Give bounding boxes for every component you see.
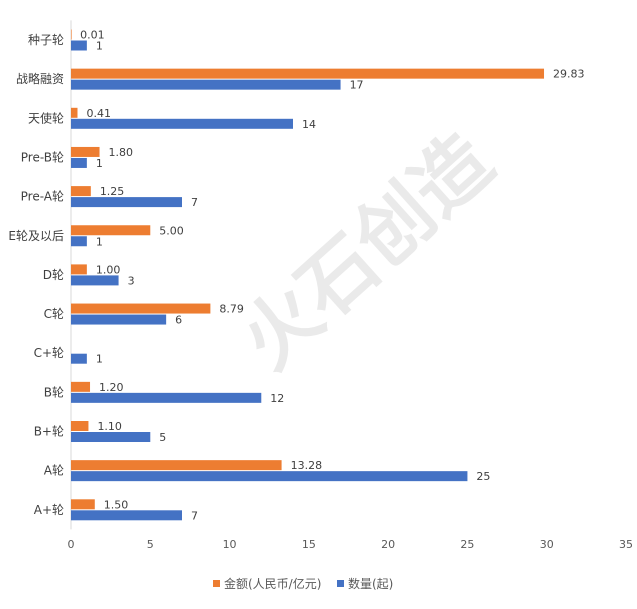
data-label-amount: 1.25 [100,185,125,198]
data-label-count: 12 [270,392,284,405]
bar-count [71,118,293,129]
bar-amount [71,225,151,236]
bar-amount [71,460,282,471]
data-label-amount: 1.10 [97,420,122,433]
data-label-count: 1 [96,235,103,248]
data-label-amount: 5.00 [159,224,184,237]
bar-amount [71,186,91,197]
category-label: Pre-A轮 [21,190,64,204]
bar-count [71,197,182,208]
category-label: B轮 [44,385,64,399]
x-tick-label: 5 [147,538,154,551]
category-label: 战略融资 [16,71,64,86]
data-label-amount: 1.20 [99,381,124,394]
bar-count [71,392,262,403]
bar-count [71,314,167,325]
category-label: B+轮 [34,425,64,439]
x-tick-label: 10 [223,538,237,551]
data-label-amount: 1.80 [109,146,133,159]
x-tick-label: 20 [381,538,395,551]
data-label-count: 3 [128,274,135,287]
legend-label: 金额(人民币/亿元) [224,576,321,591]
data-label-amount: 1.00 [96,263,121,276]
category-label: E轮及以后 [8,229,64,243]
bar-count [71,40,87,51]
category-label: C轮 [44,307,64,321]
bar-amount [71,264,87,275]
legend-label: 数量(起) [348,576,393,591]
data-label-count: 1 [96,353,103,366]
legend: 金额(人民币/亿元) 数量(起) [213,576,393,591]
bar-count [71,275,119,286]
data-label-amount: 29.83 [553,68,585,81]
category-label: C+轮 [34,346,64,360]
bars-group [71,29,545,521]
data-label-amount: 0.41 [87,107,112,120]
x-tick-label: 25 [460,538,474,551]
data-label-amount: 13.28 [291,459,323,472]
category-label: Pre-B轮 [21,150,64,164]
bar-amount [71,29,72,40]
data-label-count: 14 [302,118,316,131]
bar-amount [71,107,78,118]
bar-amount [71,146,100,157]
category-label: 种子轮 [28,33,64,47]
bar-count [71,353,87,364]
bar-amount [71,303,211,314]
data-label-count: 25 [476,470,490,483]
data-label-count: 1 [96,40,103,53]
x-tick-label: 30 [540,538,554,551]
category-label: 天使轮 [28,110,64,125]
bar-count [71,432,151,442]
data-label-count: 7 [191,509,198,522]
legend-swatch [337,580,344,587]
data-label-count: 5 [159,431,166,444]
data-label-count: 17 [350,79,364,92]
bar-count [71,236,87,247]
bar-count [71,157,87,168]
category-label: A轮 [44,464,64,478]
data-labels-group: 0.01129.83170.41141.8011.2575.0011.0038.… [80,29,584,523]
bar-count [71,79,341,90]
data-label-count: 6 [175,314,182,327]
legend-swatch [213,580,220,587]
category-label: A+轮 [34,503,64,517]
bar-count [71,471,468,482]
x-tick-label: 0 [68,538,75,551]
bar-amount [71,499,95,510]
x-tick-label: 35 [619,538,633,551]
data-label-amount: 1.50 [104,498,128,511]
data-label-amount: 8.79 [219,303,244,316]
x-axis-ticks: 0 5 10 15 20 25 30 35 [68,538,634,551]
bar-amount [71,421,89,431]
category-label: D轮 [43,268,64,282]
watermark-logo: 火石创造 [224,116,509,386]
data-label-count: 7 [191,196,198,209]
x-tick-label: 15 [302,538,316,551]
watermark-text: 火石创造 [224,116,509,386]
bar-amount [71,381,91,392]
bar-count [71,510,182,521]
data-label-count: 1 [96,157,103,170]
data-label-amount: 0.01 [80,29,105,42]
bar-amount [71,68,545,79]
